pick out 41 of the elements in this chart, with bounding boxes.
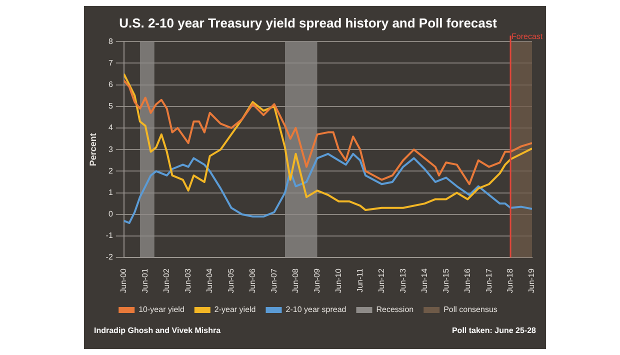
x-tick-label: Jun-08 [290, 268, 300, 294]
legend-label: 10-year yield [138, 305, 184, 314]
x-tick-label: Jun-05 [226, 268, 236, 294]
x-tick-label: Jun-16 [462, 268, 472, 294]
legend-label: Recession [376, 305, 414, 314]
y-tick-label: 2 [108, 166, 114, 176]
text: Indradip Ghosh and Vivek Mishra [94, 326, 221, 335]
x-tick-label: Jun-13 [398, 268, 408, 294]
x-tick-label: Jun-03 [184, 268, 193, 294]
x-tick-label: Jun-17 [484, 268, 494, 294]
y-tick-label: 4 [108, 123, 114, 132]
y-tick-label: -2 [106, 252, 114, 262]
ref-line-label: Forecast [512, 32, 544, 41]
y-tick-label: 3 [108, 144, 114, 154]
chart-title: U.S. 2-10 year Treasury yield spread history and Poll forecast [119, 15, 498, 30]
text: Poll taken: June 25-28 [452, 326, 536, 335]
x-tick-label: Jun-01 [140, 268, 150, 294]
y-tick-label: -1 [106, 231, 114, 240]
legend-label: 2-year yield [214, 305, 256, 314]
y-tick-label: 0 [108, 210, 114, 219]
x-tick-label: Jun-10 [334, 268, 343, 294]
x-tick-label: Jun-12 [376, 268, 386, 294]
x-tick-label: Jun-11 [355, 268, 364, 292]
y-tick-label: 7 [108, 58, 114, 68]
y-tick-label: 6 [108, 80, 114, 89]
y-tick-label: 1 [108, 188, 114, 197]
x-tick-label: Jun-02 [162, 268, 172, 294]
x-tick-label: Jun-07 [269, 268, 278, 294]
x-tick-label: Jun-19 [527, 268, 536, 294]
y-tick-label: 8 [108, 36, 114, 46]
x-tick-label: Jun-14 [420, 268, 429, 294]
x-tick-label: Jun-00 [119, 268, 128, 294]
legend-label: Poll consensus [444, 305, 498, 314]
y-axis-title: Percent [88, 133, 98, 166]
x-tick-label: Jun-06 [248, 268, 257, 294]
legend-label: 2-10 year spread [286, 305, 346, 314]
x-tick-label: Jun-04 [205, 268, 214, 294]
y-tick-label: 5 [108, 102, 114, 111]
x-tick-label: Jun-18 [506, 268, 515, 294]
x-tick-label: Jun-09 [312, 268, 322, 294]
x-tick-label: Jun-15 [441, 268, 450, 294]
